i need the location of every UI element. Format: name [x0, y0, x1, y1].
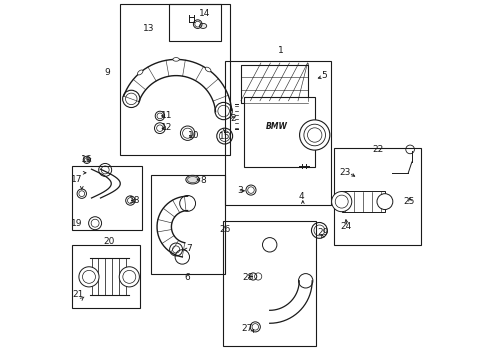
Bar — [168, 4, 221, 41]
Text: 9: 9 — [104, 68, 110, 77]
Text: 14: 14 — [199, 9, 210, 18]
Text: 12: 12 — [161, 123, 172, 132]
Bar — [224, 61, 330, 205]
Text: 23: 23 — [339, 168, 350, 177]
Text: 13: 13 — [143, 24, 155, 33]
Text: 20: 20 — [103, 238, 115, 247]
Text: 4: 4 — [298, 192, 304, 201]
Ellipse shape — [137, 70, 142, 75]
Bar — [241, 65, 307, 103]
Text: 27: 27 — [241, 324, 253, 333]
Ellipse shape — [199, 23, 206, 28]
Circle shape — [331, 192, 351, 212]
Text: 1: 1 — [277, 46, 283, 55]
Text: BMW: BMW — [265, 122, 287, 131]
Text: 3: 3 — [237, 186, 243, 195]
Bar — [72, 245, 140, 308]
Text: 17: 17 — [71, 175, 82, 184]
Text: 28: 28 — [242, 273, 253, 282]
Bar — [244, 97, 314, 167]
Text: 22: 22 — [371, 145, 383, 154]
Bar — [151, 175, 224, 274]
Text: 8: 8 — [200, 176, 205, 185]
Bar — [341, 191, 384, 212]
Text: 7: 7 — [185, 244, 191, 253]
Text: 6: 6 — [183, 273, 189, 282]
Bar — [223, 221, 316, 346]
Text: 24: 24 — [340, 222, 351, 231]
Text: 16: 16 — [81, 155, 93, 164]
Text: 10: 10 — [187, 131, 199, 140]
Circle shape — [119, 267, 139, 287]
Text: 5: 5 — [320, 71, 326, 80]
Text: 25: 25 — [403, 197, 414, 206]
Text: 15: 15 — [219, 132, 230, 141]
Ellipse shape — [172, 58, 179, 61]
Text: 21: 21 — [72, 290, 84, 299]
Text: 19: 19 — [71, 219, 82, 228]
Text: 26: 26 — [219, 225, 231, 234]
Text: 2: 2 — [230, 114, 235, 123]
Text: 18: 18 — [129, 196, 140, 205]
Bar — [334, 148, 420, 245]
Bar — [120, 4, 230, 155]
Ellipse shape — [205, 67, 210, 72]
Circle shape — [79, 267, 99, 287]
Circle shape — [376, 194, 392, 210]
Text: 11: 11 — [161, 111, 172, 120]
Circle shape — [299, 120, 329, 150]
Text: 29: 29 — [317, 228, 328, 237]
Ellipse shape — [185, 175, 199, 184]
Bar — [72, 166, 142, 230]
